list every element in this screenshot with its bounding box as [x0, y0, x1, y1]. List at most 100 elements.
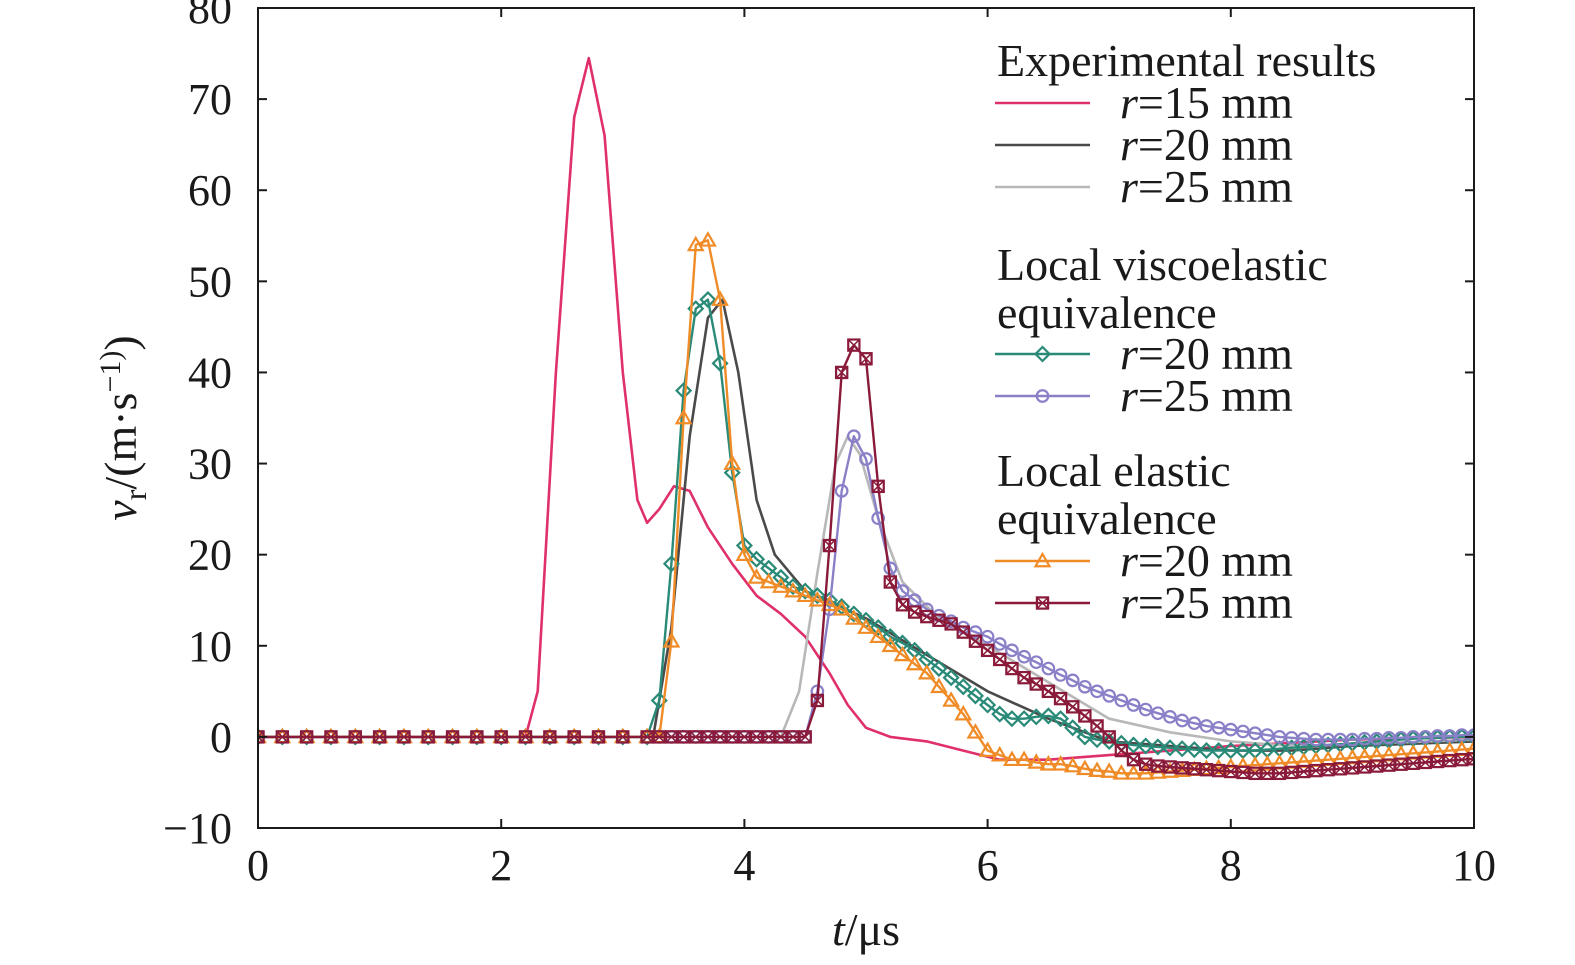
data-point [784, 577, 802, 596]
data-point [954, 704, 973, 721]
data-point [942, 691, 961, 707]
data-point [844, 609, 863, 625]
y-tick-label: 10 [188, 622, 232, 671]
data-point [968, 634, 983, 648]
data-point [1039, 755, 1058, 771]
x-tick-label: 6 [977, 841, 999, 890]
data-point [324, 730, 338, 744]
y-axis-label: vr/(m·s−1)) [94, 335, 153, 520]
data-point [966, 723, 985, 739]
data-point [1136, 764, 1155, 780]
data-point [893, 645, 912, 662]
data-point [445, 730, 460, 744]
data-point [518, 730, 533, 744]
data-point [1173, 761, 1192, 777]
data-point [930, 659, 948, 678]
data-point [662, 632, 681, 648]
data-point [895, 584, 910, 598]
data-point [1149, 738, 1167, 756]
y-tick-label: 0 [210, 713, 232, 762]
legend-entry: r=25 mm [995, 577, 1293, 628]
data-point [822, 538, 837, 553]
legend-label: r=15 mm [1120, 77, 1293, 128]
data-point [1197, 741, 1216, 760]
data-point [942, 669, 960, 687]
data-point [1114, 693, 1129, 708]
data-point [1039, 707, 1057, 725]
data-point [686, 235, 705, 252]
data-point [747, 568, 766, 584]
data-point [881, 628, 899, 646]
data-point [883, 575, 898, 589]
data-point [723, 454, 742, 470]
data-point [1173, 740, 1191, 758]
data-point [869, 618, 887, 637]
data-point [1465, 739, 1474, 756]
data-point [796, 582, 814, 600]
legend-label: r=20 mm [1120, 328, 1293, 379]
x-tick-label: 2 [490, 841, 512, 890]
series-6 [258, 338, 1474, 781]
data-point [1003, 750, 1021, 767]
data-point [759, 572, 778, 589]
x-tick-label: 10 [1452, 841, 1496, 890]
data-point [1161, 739, 1179, 757]
legend-entry: r=20 mm [995, 535, 1293, 586]
series-line [258, 239, 1474, 775]
data-point [591, 730, 606, 744]
data-point [869, 627, 888, 644]
data-point [1005, 643, 1019, 658]
data-point [1053, 668, 1068, 682]
data-point [275, 730, 290, 744]
data-point [810, 693, 825, 708]
data-point [1065, 673, 1080, 688]
axes-layer: 0 2 4 6 8 10 −10 0 10 20 30 40 50 60 70 80 t/μs vr/(m·s−1… [94, 0, 1496, 955]
data-point [772, 568, 790, 587]
data-point [907, 605, 922, 619]
data-point [397, 730, 411, 744]
data-point [980, 643, 995, 658]
data-point [543, 730, 557, 744]
data-point [421, 730, 435, 744]
legend-marker [1033, 345, 1052, 363]
y-tick-label: 30 [188, 440, 232, 489]
data-point [1114, 743, 1129, 758]
data-point [1175, 713, 1190, 728]
data-point [1064, 719, 1082, 737]
data-point [956, 625, 970, 639]
x-tick-label: 0 [247, 841, 269, 890]
data-point [1015, 750, 1033, 767]
data-point [616, 730, 630, 744]
data-point [881, 636, 900, 653]
data-point [993, 652, 1007, 667]
data-point [1088, 761, 1106, 777]
legend-group-title: Local elastic [997, 445, 1231, 496]
data-point [798, 730, 812, 744]
data-point [1246, 755, 1265, 772]
data-point [723, 464, 741, 482]
y-tick-label: 60 [188, 166, 232, 215]
data-point [771, 577, 790, 593]
data-point [871, 511, 885, 526]
legend-marker [1033, 551, 1052, 568]
y-tick-label: 40 [188, 348, 232, 397]
data-point [1005, 661, 1019, 676]
data-point [847, 429, 861, 444]
data-point [372, 730, 387, 744]
data-point [1088, 731, 1106, 749]
data-point [1053, 691, 1068, 706]
data-point [859, 352, 873, 366]
data-point [991, 705, 1009, 723]
data-point [1467, 728, 1474, 742]
data-point [1126, 752, 1141, 767]
data-point [1063, 756, 1082, 773]
x-tick-label: 8 [1220, 841, 1242, 890]
y-tick-label: −10 [163, 804, 232, 853]
data-point [796, 586, 815, 603]
data-point [567, 730, 581, 744]
legend-label: r=20 mm [1120, 535, 1293, 586]
data-point [905, 654, 924, 671]
legend-entry: r=25 mm [995, 161, 1293, 212]
